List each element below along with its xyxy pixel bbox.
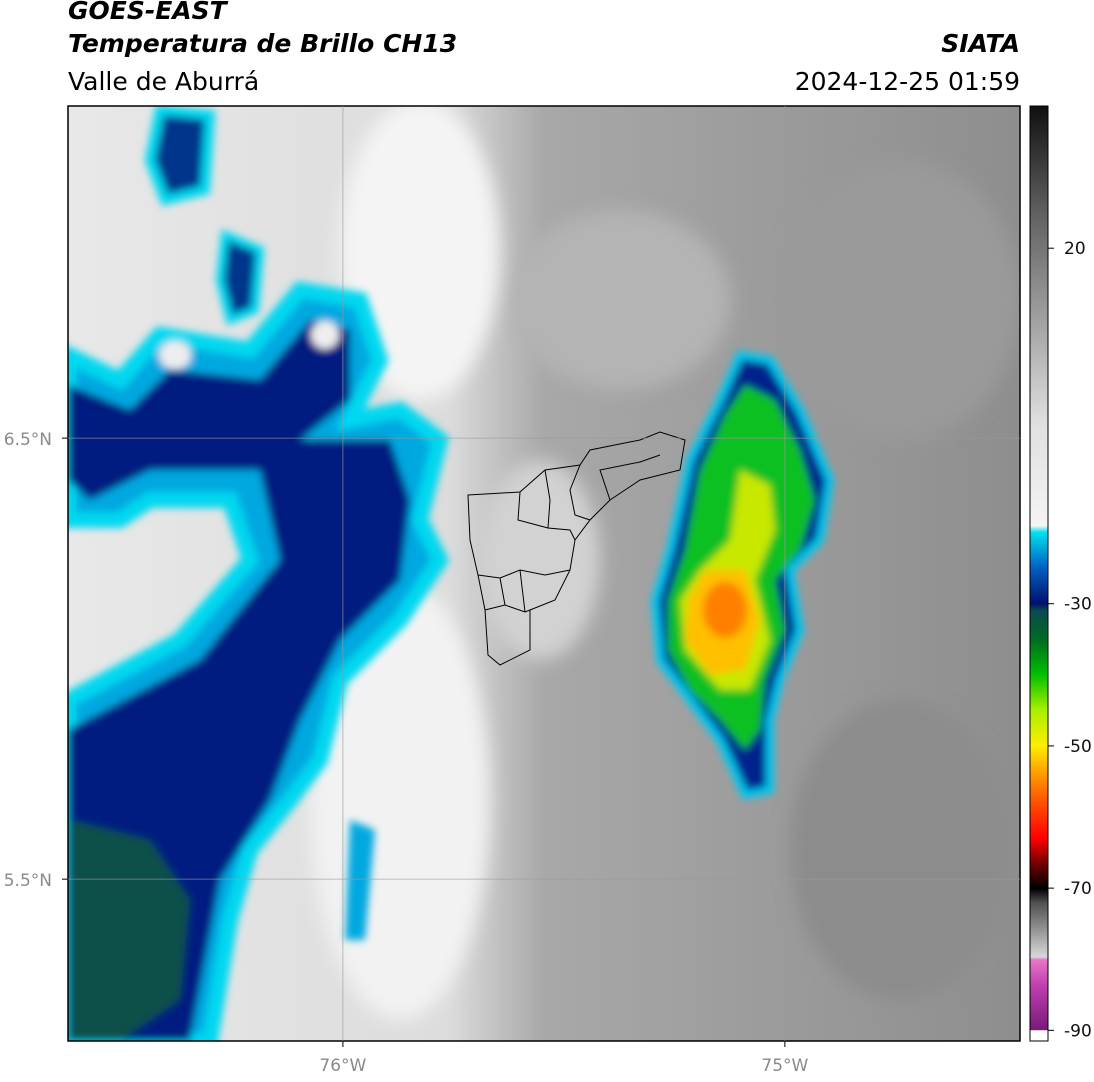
y-tick-label: 5.5°N <box>4 871 52 891</box>
y-tick-label: 6.5°N <box>4 430 52 450</box>
colorbar-tick-label: -70 <box>1064 879 1092 899</box>
x-tick-label: 76°W <box>319 1056 366 1076</box>
colorbar <box>1029 105 1049 1042</box>
colorbar-tick-label: -90 <box>1064 1021 1092 1041</box>
grid <box>68 106 1020 1041</box>
colorbar-tick-label: -30 <box>1064 595 1092 615</box>
map-frame <box>67 105 1021 1042</box>
texture <box>310 106 1020 1020</box>
region: Valle de Aburrá <box>68 67 259 96</box>
ticks: 76°W 75°W 5.5°N 6.5°N <box>4 430 809 1076</box>
title: GOES-EAST <box>68 0 229 25</box>
source: SIATA <box>941 29 1020 58</box>
imagery <box>68 106 1020 1041</box>
convective-cell <box>650 350 835 800</box>
cold-clouds-west <box>68 106 450 1041</box>
colorbar-tick-label: 20 <box>1064 239 1086 259</box>
valley-outline <box>467 431 686 666</box>
subtitle: Temperatura de Brillo CH13 <box>68 29 457 58</box>
timestamp: 2024-12-25 01:59 <box>795 67 1020 96</box>
colorbar-tick-label: -50 <box>1064 737 1092 757</box>
colorbar-ticks: -90 -70 -50 -30 20 <box>1048 239 1092 1041</box>
x-tick-label: 75°W <box>761 1056 808 1076</box>
